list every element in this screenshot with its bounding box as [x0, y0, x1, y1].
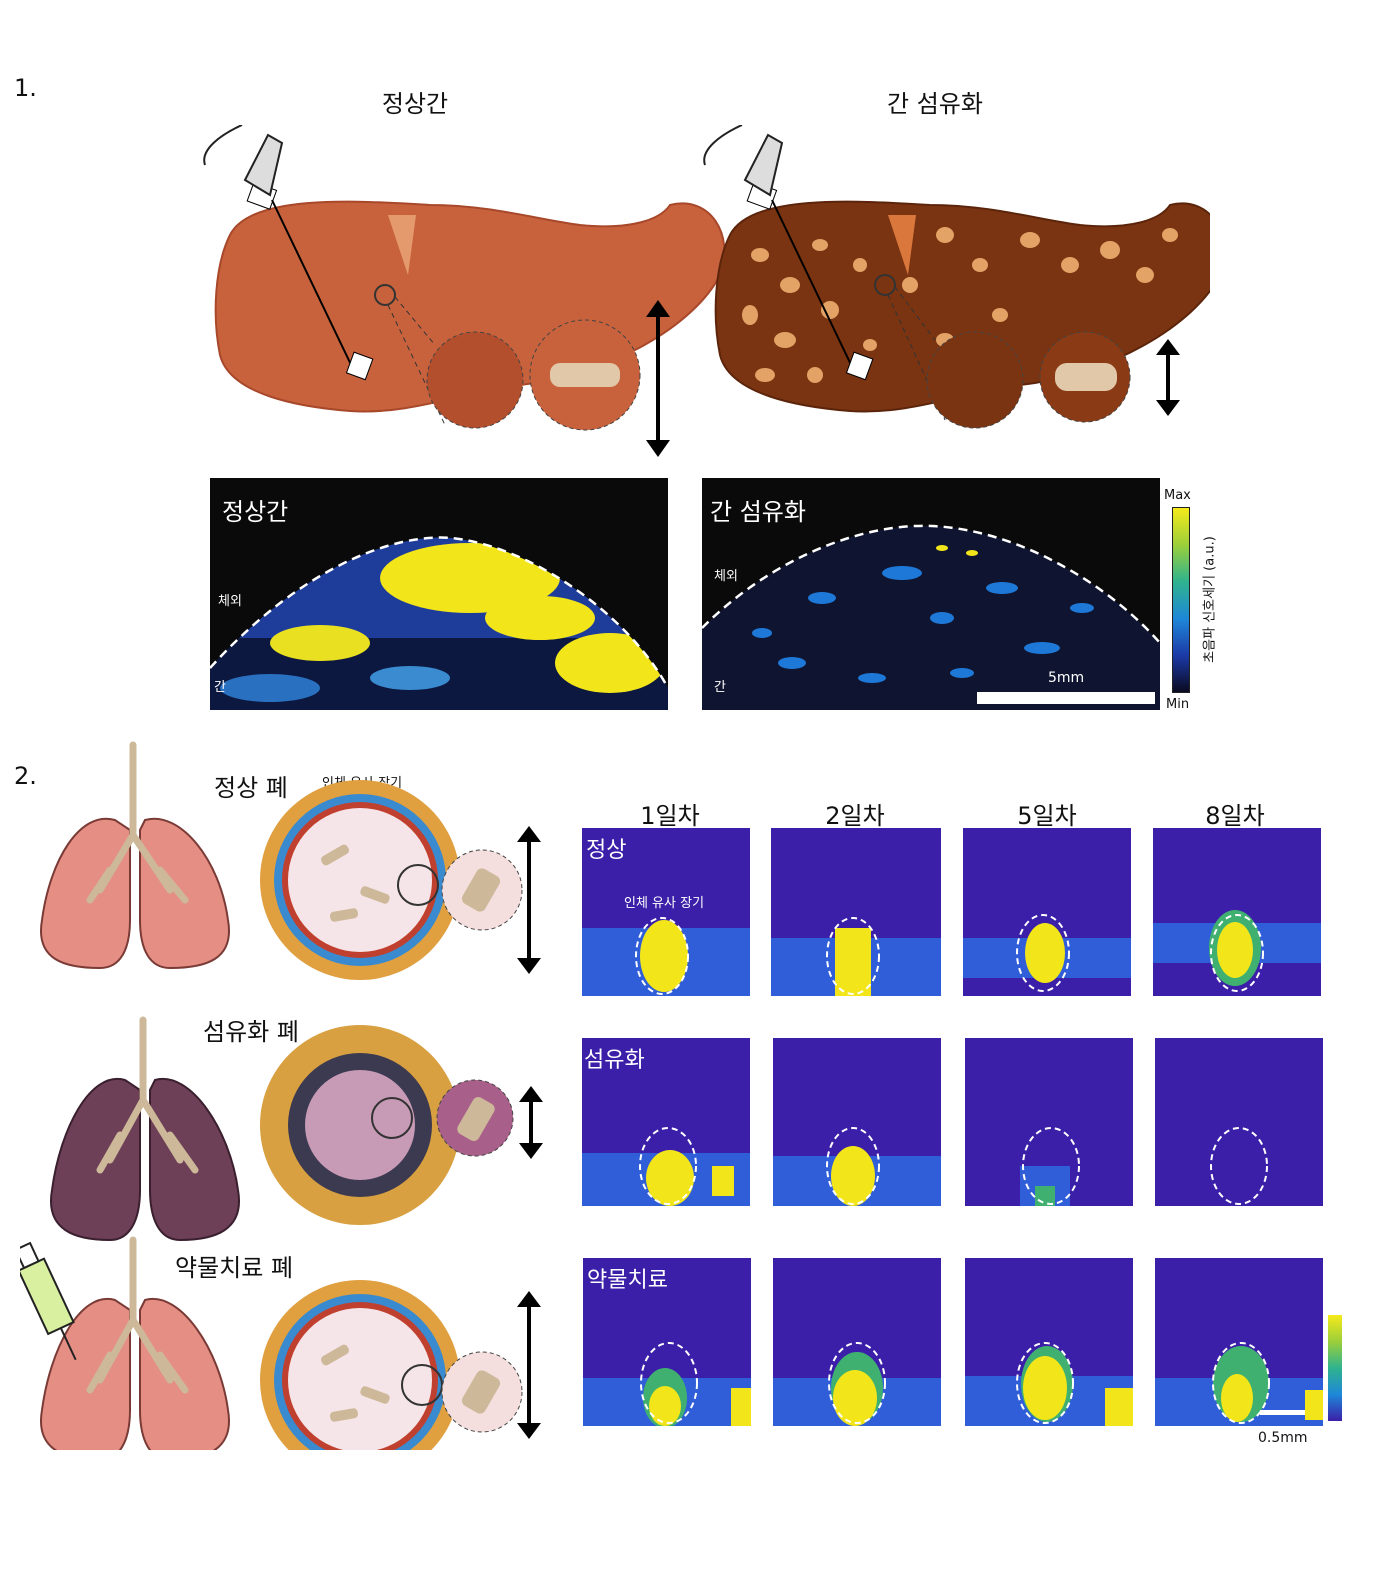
normal-liver-title: 정상간: [381, 90, 449, 118]
treated-organoid-illustration: [260, 1280, 541, 1450]
lung-organoid-illustrations: [20, 741, 543, 1450]
map-normal-day8: [1153, 828, 1321, 996]
outside-body-label: 체외: [714, 569, 738, 584]
scale-bar-label-small: 0.5mm: [1258, 1430, 1308, 1446]
scale-bar-label: 5mm: [1048, 670, 1085, 686]
map-treated-day1: 약물치료: [583, 1258, 751, 1426]
treated-lung-illustration: [20, 1236, 231, 1450]
row-label-fibrosis: 섬유화: [584, 1048, 645, 1073]
normal-liver-illustration: [203, 125, 726, 457]
colorbar-axis-label: 초음파 신호세기 (a.u.): [1202, 536, 1218, 663]
map-treated-day8: [1155, 1258, 1323, 1426]
day-8-title: 8일차: [1205, 802, 1265, 830]
row-label-normal: 정상: [586, 838, 627, 863]
day-1-title: 1일차: [640, 802, 700, 830]
map-normal-day2: [771, 828, 941, 996]
fibrosis-liver-ultrasound: 간 섬유화 체외 간 5mm: [702, 478, 1160, 710]
fibrosis-organoid-illustration: [260, 1025, 543, 1225]
treated-lung-label: 약물치료 폐: [175, 1254, 294, 1282]
liver-label: 간: [214, 680, 226, 695]
map-fibrosis-day2: [773, 1038, 941, 1206]
colorbar: [1172, 507, 1190, 693]
fibrosis-liver-title: 간 섬유화: [887, 90, 983, 118]
normal-liver-ultrasound: 정상간 체외 간: [210, 478, 668, 710]
syringe-icon: [20, 1241, 77, 1361]
map-fibrosis-day5: [965, 1038, 1133, 1206]
colorbar-max: Max: [1164, 488, 1191, 503]
row-label-treated: 약물치료: [587, 1268, 668, 1293]
fibrosis-lung-label: 섬유화 폐: [203, 1018, 299, 1046]
fibrosis-lung-illustration: [49, 1016, 241, 1242]
outside-body-label: 체외: [218, 594, 242, 609]
colorbar-min: Min: [1166, 697, 1190, 712]
normal-ultrasound-label: 정상간: [222, 498, 289, 526]
map-fibrosis-day1: 섬유화: [582, 1038, 750, 1206]
day-5-title: 5일차: [1017, 802, 1077, 830]
section-1-number: 1.: [14, 74, 37, 102]
map-normal-day5: [963, 828, 1131, 996]
fibrosis-ultrasound-label: 간 섬유화: [710, 498, 806, 526]
signal-colorbar: [1328, 1315, 1342, 1421]
normal-lung-label: 정상 폐: [214, 774, 288, 802]
fibrosis-liver-illustration: [703, 125, 1210, 429]
map-normal-day1: 정상 인체 유사 장기: [582, 828, 750, 996]
organoid-label: 인체 유사 장기: [624, 896, 705, 911]
liver-label: 간: [714, 680, 726, 695]
day-2-title: 2일차: [825, 802, 885, 830]
normal-organoid-illustration: [260, 780, 541, 980]
map-treated-day5: [965, 1258, 1133, 1426]
normal-lung-illustration: [39, 741, 231, 970]
map-treated-day2: [773, 1258, 941, 1426]
section-2-number: 2.: [14, 762, 37, 790]
map-fibrosis-day8: [1155, 1038, 1323, 1206]
liver-illustrations: [203, 125, 1210, 457]
